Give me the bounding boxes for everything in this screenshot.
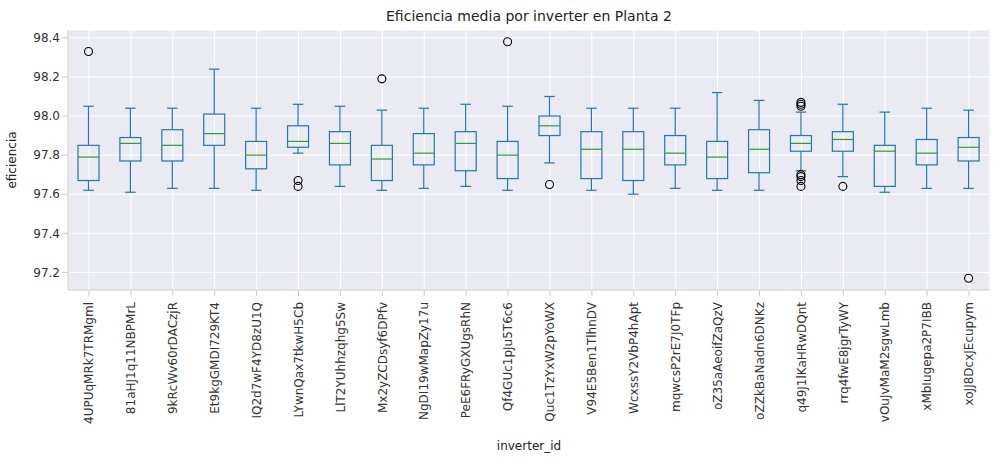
svg-text:4UPUqMRk7TRMgml: 4UPUqMRk7TRMgml	[82, 302, 96, 424]
svg-text:PeE6FRyGXUgsRhN: PeE6FRyGXUgsRhN	[459, 302, 473, 418]
svg-text:WcxssY2VbP4hApt: WcxssY2VbP4hApt	[627, 302, 641, 414]
svg-text:IQ2d7wF4YD8zU1Q: IQ2d7wF4YD8zU1Q	[250, 302, 264, 419]
svg-text:LlT2YUhhzqhg5Sw: LlT2YUhhzqhg5Sw	[334, 302, 348, 413]
svg-text:q49J1lKaHRwDQnt: q49J1lKaHRwDQnt	[795, 302, 809, 413]
svg-text:Et9kgGMDI729KT4: Et9kgGMDI729KT4	[208, 302, 222, 414]
svg-text:9kRcWv60rDACzjR: 9kRcWv60rDACzjR	[166, 302, 180, 414]
svg-text:Mx2yZCDsyf6DPfv: Mx2yZCDsyf6DPfv	[376, 302, 390, 413]
svg-text:98.0: 98.0	[33, 109, 60, 123]
svg-text:81aHJ1q11NBPMrL: 81aHJ1q11NBPMrL	[124, 302, 138, 414]
svg-text:vOuJvMaM2sgwLmb: vOuJvMaM2sgwLmb	[878, 302, 892, 422]
svg-text:Qf4GUc1pJu5T6c6: Qf4GUc1pJu5T6c6	[501, 302, 515, 411]
svg-text:xMbIugepa2P7IBB: xMbIugepa2P7IBB	[920, 302, 934, 411]
svg-text:eficiencia: eficiencia	[8, 131, 19, 188]
svg-text:97.2: 97.2	[33, 266, 60, 280]
svg-text:97.6: 97.6	[33, 187, 60, 201]
svg-text:inverter_id: inverter_id	[497, 439, 561, 453]
svg-text:V94E5Ben1TlhnDV: V94E5Ben1TlhnDV	[585, 301, 599, 414]
svg-text:Quc1TzYxW2pYoWX: Quc1TzYxW2pYoWX	[543, 302, 557, 422]
svg-text:mqwcsP2rE7J0TFp: mqwcsP2rE7J0TFp	[669, 302, 683, 412]
html-text:Eficiencia media por inverter: Eficiencia media por inverter en Planta …	[386, 8, 672, 24]
svg-text:oZZkBaNadn6DNKz: oZZkBaNadn6DNKz	[753, 302, 767, 420]
svg-text:oZ35aAeoifZaQzV: oZ35aAeoifZaQzV	[711, 301, 725, 410]
svg-text:98.2: 98.2	[33, 70, 60, 84]
svg-text:98.4: 98.4	[33, 31, 60, 45]
svg-text:97.8: 97.8	[33, 148, 60, 162]
svg-text:97.4: 97.4	[33, 227, 60, 241]
svg-text:xoJJ8DcxJEcupym: xoJJ8DcxJEcupym	[962, 302, 976, 405]
svg-text:NgDI19wMapZy17u: NgDI19wMapZy17u	[417, 302, 431, 420]
svg-text:LYwnQax7tkwH5Cb: LYwnQax7tkwH5Cb	[292, 302, 306, 418]
svg-text:rrq4fwE8jgrTyWY: rrq4fwE8jgrTyWY	[837, 301, 851, 403]
